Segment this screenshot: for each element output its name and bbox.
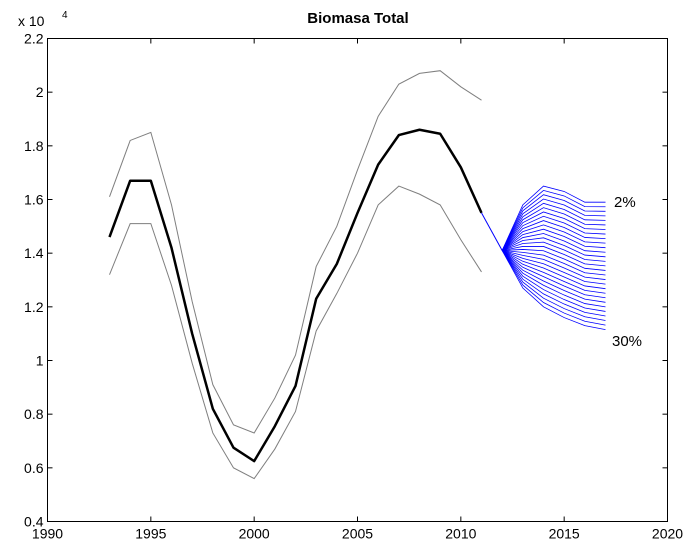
projection-line (501, 198, 606, 251)
projection-line (501, 250, 606, 294)
projection-fan (501, 185, 606, 331)
projection-line (502, 246, 606, 267)
y-scale-exponent: 4 (62, 10, 68, 21)
x-tick-label: 2020 (652, 526, 683, 542)
upper-bound-line (109, 70, 482, 434)
projection-line (501, 228, 606, 251)
y-tick-label: 1.8 (24, 138, 44, 154)
projection-line (501, 237, 606, 258)
projection-line (501, 224, 606, 251)
y-tick-label: 0.6 (24, 460, 44, 476)
y-tick-label: 2 (36, 84, 44, 100)
projection-line (502, 250, 606, 280)
projection-line (501, 189, 606, 251)
x-tick-label: 2010 (445, 526, 476, 542)
estimate-line (108, 128, 483, 463)
fan-label-bottom: 30% (612, 333, 642, 350)
confidence-bounds (109, 70, 482, 480)
projection-line (501, 185, 606, 251)
y-tick-label: 1.6 (24, 192, 44, 208)
projection-line (501, 250, 606, 290)
fan-label-top: 2% (614, 194, 636, 211)
x-tick-label: 2005 (342, 526, 373, 542)
x-tick-label: 2015 (549, 526, 580, 542)
x-tick-label: 1990 (32, 526, 63, 542)
chart-title: Biomasa Total (307, 10, 408, 27)
y-tick-label: 0.4 (24, 514, 44, 530)
plot-area-frame (47, 38, 668, 522)
projection-line (502, 249, 606, 271)
projection-line (501, 220, 606, 251)
y-tick-label: 1 (36, 353, 44, 369)
projection-line (501, 211, 606, 251)
projection-line (501, 250, 606, 308)
estimate-line-tail (481, 212, 503, 251)
projection-line (501, 250, 606, 321)
projection-line (501, 215, 606, 251)
projection-line (501, 250, 606, 303)
projection-line (501, 250, 606, 317)
x-tick-label: 2000 (239, 526, 270, 542)
projection-line (501, 250, 606, 312)
projection-line (501, 207, 606, 251)
projection-line (501, 202, 606, 251)
projection-line (502, 241, 606, 262)
projection-line (501, 250, 606, 299)
y-tick-label: 1.4 (24, 245, 44, 261)
y-scale-label: x 10 (18, 13, 45, 29)
y-scale-factor: x 10 4 (18, 10, 68, 29)
y-tick-label: 0.8 (24, 406, 44, 422)
x-tick-label: 1995 (135, 526, 166, 542)
y-tick-label: 2.2 (24, 31, 44, 47)
projection-line (502, 250, 606, 285)
estimate-series (108, 128, 503, 463)
projection-line (501, 250, 606, 326)
projection-line (501, 233, 606, 253)
projection-line (502, 250, 606, 276)
projection-line (501, 194, 606, 251)
y-tick-label: 1.2 (24, 299, 44, 315)
projection-line (501, 250, 606, 331)
lower-bound-line (109, 185, 482, 480)
axis-ticks: 1990 1995 2000 2005 2010 2015 2020 0.4 0.6 0.8 1 1.… (24, 31, 683, 542)
